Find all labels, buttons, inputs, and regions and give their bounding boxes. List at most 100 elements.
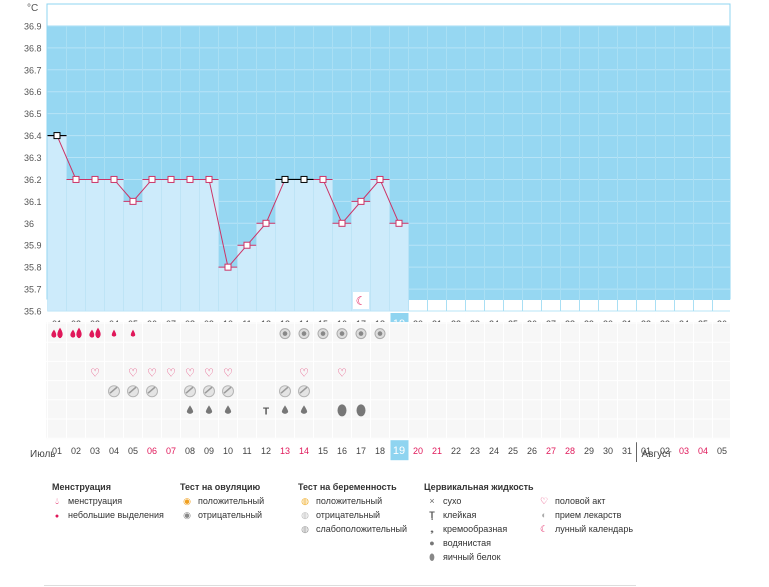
temperature-column (294, 179, 314, 312)
date-label: 03 (90, 446, 100, 456)
date-label: 15 (318, 446, 328, 456)
y-tick-label: 36.8 (24, 43, 42, 53)
y-tick-label: 36.9 (24, 21, 42, 31)
temperature-point (300, 175, 308, 183)
date-label: 24 (489, 446, 499, 456)
date-label: 30 (603, 446, 613, 456)
temperature-column (218, 266, 238, 312)
legend-cervical-dry: × сухо (425, 496, 461, 506)
legend-menstruation-title: Менструация (52, 482, 111, 492)
pill-icon (127, 385, 139, 398)
legend-text: положительный (198, 496, 265, 506)
temperature-column (142, 179, 162, 312)
temperature-point (205, 175, 213, 183)
legend-cervical-title: Цервикальная жидкость (424, 482, 534, 492)
temperature-point (338, 219, 346, 227)
y-tick-label: 35.7 (24, 285, 42, 295)
y-tick-label: 36 (24, 219, 34, 229)
pregnancy-weak-icon: ◍ (301, 524, 309, 534)
date-label: 01 (52, 446, 62, 456)
heart-icon: ♡ (147, 368, 157, 380)
bottom-divider (44, 585, 636, 586)
legend-moon: ☾ лунный календарь (537, 524, 633, 535)
heart-icon: ♡ (166, 368, 176, 380)
temperature-column (104, 179, 124, 312)
pill-icon (298, 385, 310, 398)
temperature-column (199, 179, 219, 312)
temperature-point (224, 263, 232, 271)
legend-cervical-creamy: ❟ кремообразная (425, 524, 507, 535)
legend-ovulation-title: Тест на овуляцию (180, 482, 261, 492)
sticky-icon: Ţ (429, 510, 435, 520)
pill-icon (203, 385, 215, 398)
y-tick-label: 36.6 (24, 87, 42, 97)
legend-menstruation-heavy: 💧︎ менструация (50, 496, 122, 507)
heart-icon: ♡ (223, 368, 233, 380)
temperature-point (148, 175, 156, 183)
date-label: 13 (280, 446, 290, 456)
heavy-menstruation-icon (76, 327, 82, 339)
watery-icon (281, 405, 289, 414)
legend-pregnancy-title: Тест на беременность (298, 482, 397, 492)
temperature-point (357, 197, 365, 205)
date-label: 02 (660, 446, 670, 456)
date-label: 10 (223, 446, 233, 456)
temperature-point (53, 132, 61, 140)
egg-white-icon (356, 404, 366, 417)
ovulation-negative-icon: ◉ (183, 510, 191, 520)
heart-icon: ♡ (539, 496, 549, 506)
legend-ovulation-negative: ◉ отрицательный (180, 510, 262, 521)
heavy-menstruation-icon (51, 329, 57, 338)
temperature-point (72, 175, 80, 183)
legend-intercourse: ♡ половой акт (537, 496, 605, 507)
legend-text: сухо (443, 496, 462, 506)
watery-icon (186, 405, 194, 414)
dry-icon: × (429, 496, 435, 506)
legend-text: кремообразная (443, 524, 508, 534)
heart-icon: ♡ (128, 368, 138, 380)
heart-icon: ♡ (204, 368, 214, 380)
legend-text: яичный белок (443, 552, 501, 562)
legend-pregnancy-weak: ◍ слабоположительный (298, 524, 407, 535)
y-tick-label: 36.7 (24, 65, 42, 75)
light-menstruation-icon (111, 329, 117, 337)
bbt-chart: °C ☾ 36.9 36.8 36.7 36.6 36.5 36.4 36.3 36.2 36.… (24, 3, 732, 462)
pill-icon-stripe (223, 386, 232, 394)
temperature-column (256, 223, 276, 312)
legend-text: положительный (316, 496, 383, 506)
ovulation-positive-icon: ◉ (183, 496, 191, 506)
temperature-point (167, 175, 175, 183)
legend-text: прием лекарств (555, 510, 622, 520)
legend-text: клейкая (443, 510, 477, 520)
date-label: 05 (128, 446, 138, 456)
pill-icon-stripe (299, 386, 308, 394)
legend-pregnancy-positive: ◍ положительный (298, 496, 382, 507)
date-label: 06 (147, 446, 157, 456)
y-tick-label: 35.9 (24, 241, 42, 251)
date-label: 01 (641, 446, 651, 456)
unit-label: °C (27, 3, 38, 14)
ovulation-negative-icon-core (282, 331, 288, 336)
heart-icon: ♡ (337, 368, 347, 380)
date-label: 17 (356, 446, 366, 456)
heart-icon: ♡ (90, 368, 100, 380)
y-tick-label: 36.1 (24, 197, 42, 207)
temperature-column (66, 179, 86, 312)
date-label: 27 (546, 446, 556, 456)
pill-icon (184, 385, 196, 398)
legend-cervical-watery: ● водянистая (425, 538, 491, 548)
date-label: 21 (432, 446, 442, 456)
ovulation-negative-icon-core (339, 331, 345, 336)
legend-cervical-egg-white: ⬮ яичный белок (425, 552, 501, 563)
egg-white-icon: ⬮ (429, 552, 435, 562)
watery-icon (224, 405, 232, 414)
legend-medication: ◐ прием лекарств (537, 510, 621, 520)
pill-icon (108, 385, 120, 398)
temperature-column (370, 179, 390, 312)
pill-icon-stripe (280, 386, 289, 394)
temperature-point (91, 175, 99, 183)
temperature-point (110, 175, 118, 183)
date-label: 07 (166, 446, 176, 456)
legend-text: небольшие выделения (68, 510, 164, 520)
date-label: 18 (375, 446, 385, 456)
